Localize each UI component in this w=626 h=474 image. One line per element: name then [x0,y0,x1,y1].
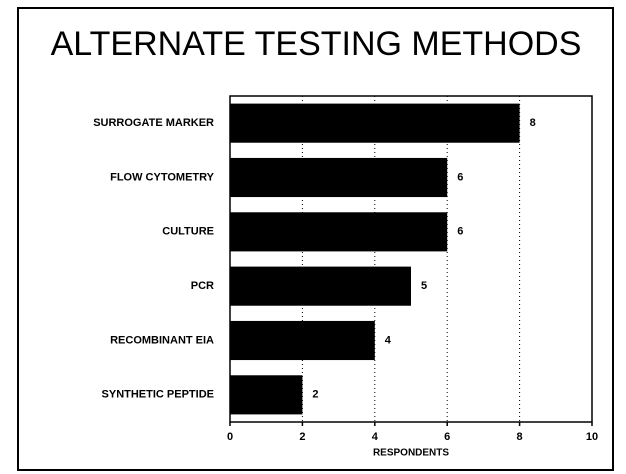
value-label: 5 [421,280,427,292]
y-tick-label: RECOMBINANT EIA [110,334,214,346]
bar [230,266,411,306]
bar [230,320,375,361]
value-label: 2 [312,389,318,401]
x-tick-label: 8 [517,431,523,443]
frame [17,7,614,471]
value-label: 6 [457,226,463,238]
x-tick-label: 10 [586,431,598,443]
bar [230,103,520,143]
x-tick-label: 6 [444,431,450,443]
chart-title: ALTERNATE TESTING METHODS [51,25,582,63]
y-tick-label: PCR [191,280,214,292]
x-tick-label: 4 [372,431,379,443]
value-label: 4 [385,334,392,346]
plot-area [229,95,593,423]
bar [230,157,448,198]
x-tick-label: 0 [227,431,233,443]
bar [230,212,448,252]
y-tick-label: SURROGATE MARKER [93,117,214,129]
value-label: 8 [530,117,536,129]
x-tick-label: 2 [299,431,305,443]
bar [230,375,303,415]
x-axis-label: RESPONDENTS [373,448,449,459]
y-tick-label: SYNTHETIC PEPTIDE [102,389,214,401]
value-label: 6 [457,171,463,183]
y-tick-label: FLOW CYTOMETRY [110,171,215,183]
y-tick-label: CULTURE [162,226,214,238]
